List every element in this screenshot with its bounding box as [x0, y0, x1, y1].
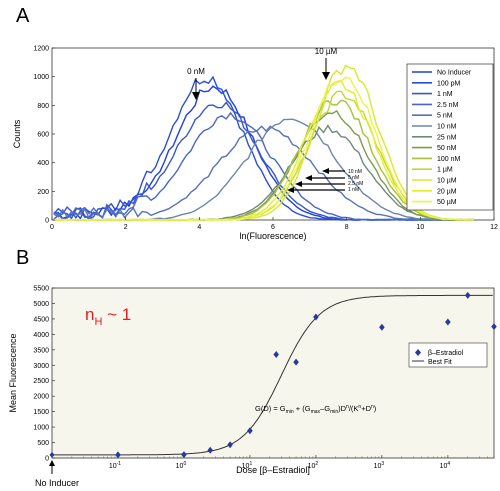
no-inducer-label: No Inducer: [35, 478, 79, 488]
a-legend-label: No Inducer: [437, 70, 472, 77]
panel-b-chart: 0 500 1000 1500 2000 2500 3000 3500 4000 4500 5000…: [8, 286, 497, 488]
a-legend-label: 1 µM: [437, 167, 453, 174]
a-x-tick-label: 0: [50, 224, 54, 231]
inset-label-2-5nm: 2.5 nM: [348, 181, 363, 187]
data-point: [464, 291, 471, 299]
data-point: [379, 323, 385, 331]
a-x-tick-label: 10: [416, 224, 424, 231]
data-point: [491, 323, 497, 331]
b-y-tick-label: 0: [45, 456, 49, 463]
panel-b-ticks: 0 500 1000 1500 2000 2500 3000 3500 4000 4500 5000…: [33, 286, 495, 470]
b-y-tick-label: 1500: [33, 409, 49, 416]
panel-a-label: A: [16, 5, 30, 27]
best-fit-line: [52, 294, 493, 456]
hill-coefficient-annotation: nH ~ 1: [85, 305, 131, 328]
b-y-tick-label: 4000: [33, 332, 49, 339]
b-y-tick-label: 2500: [33, 378, 49, 385]
panel-b-plot-area: [51, 287, 495, 459]
data-point: [247, 427, 253, 435]
a-legend-label: 50 µM: [437, 199, 457, 206]
annotation-0nm-arrow-head: [192, 92, 200, 100]
a-y-tick-label: 1000: [33, 74, 49, 81]
panel-b-legend: [408, 342, 488, 368]
data-point: [445, 318, 451, 326]
b-y-tick-label: 3000: [33, 363, 49, 370]
a-legend-label: 100 nM: [437, 156, 461, 163]
b-x-tick-label: 100: [176, 461, 187, 470]
panel-b-x-axis-label: Dose [β–Estradiol]: [236, 465, 310, 475]
a-legend-label: 1 nM: [437, 91, 453, 98]
b-y-tick-label: 1000: [33, 425, 49, 432]
panel-a-series: [53, 64, 474, 221]
data-point: [207, 446, 214, 454]
a-y-tick-label: 800: [37, 103, 49, 110]
panel-a-y-axis-label: Counts: [12, 119, 22, 148]
a-legend-label: 20 µM: [437, 188, 457, 195]
b-x-tick-label: 103: [374, 461, 385, 470]
data-point-no-inducer: [49, 451, 55, 458]
data-point: [273, 350, 279, 358]
a-y-tick-label: 400: [37, 160, 49, 167]
a-legend-label: 10 µM: [437, 178, 457, 185]
a-legend-label: 2.5 nM: [437, 102, 459, 109]
a-x-tick-label: 6: [271, 224, 275, 231]
a-legend-label: 5 nM: [437, 113, 453, 120]
data-point: [313, 313, 319, 321]
data-point: [293, 358, 299, 366]
b-y-tick-label: 3500: [33, 347, 49, 354]
a-legend-label: 100 pM: [437, 80, 461, 87]
panel-b-points: [49, 291, 497, 459]
a-series-line: [53, 111, 474, 221]
panel-b-y-axis-label: Mean Fluorescence: [8, 333, 18, 412]
inset-label-10nm: 10 nM: [348, 169, 362, 175]
a-x-tick-label: 2: [124, 224, 128, 231]
inset-label-5nm: 5 nM: [348, 175, 359, 181]
a-series-line: [53, 76, 474, 221]
b-x-tick-label: 101: [242, 461, 253, 470]
a-y-tick-label: 200: [37, 189, 49, 196]
a-legend-label: 10 nM: [437, 124, 457, 131]
a-y-tick-label: 600: [37, 132, 49, 139]
annotation-10um-arrow-head: [322, 72, 330, 80]
b-y-tick-label: 500: [37, 440, 49, 447]
b-x-tick-label: 102: [308, 461, 319, 470]
panel-a-x-axis-label: ln(Fluorescence): [239, 231, 306, 241]
model-formula: G(D) = Gmin + (Gmax–Gmin)Dn/(Kn+Dn): [255, 404, 377, 415]
a-y-tick-label: 1200: [33, 46, 49, 53]
a-x-tick-label: 4: [197, 224, 201, 231]
legend-label-best-fit: Best Fit: [428, 359, 452, 366]
legend-marker-estradiol: [415, 349, 421, 356]
data-point: [115, 451, 121, 459]
a-y-tick-label: 0: [45, 218, 49, 225]
a-x-tick-label: 12: [490, 224, 498, 231]
inset-label-1nm: 1 nM: [348, 187, 359, 193]
b-y-tick-label: 5500: [33, 286, 49, 293]
b-y-tick-label: 5000: [33, 301, 49, 308]
b-y-tick-label: 2000: [33, 394, 49, 401]
annotation-0nm: 0 nM: [187, 67, 205, 76]
a-legend-label: 25 nM: [437, 134, 457, 141]
a-x-tick-label: 8: [345, 224, 349, 231]
a-series-line: [53, 125, 474, 221]
b-x-tick-label: 104: [440, 461, 451, 470]
data-point: [227, 441, 233, 449]
b-y-tick-label: 4500: [33, 316, 49, 323]
panel-a-chart: 0 2 4 6 8 10 12 0 200 400 600 800 1000 1200 ln(Fluore…: [12, 46, 498, 242]
legend-label-estradiol: β–Estradiol: [428, 350, 464, 357]
panel-b-label: B: [16, 247, 29, 269]
inset-arrows: [287, 168, 345, 193]
panel-a-legend-entries: No Inducer 100 pM 1 nM 2.5 nM 5 nM 10 nM 25 nM…: [412, 70, 472, 206]
no-inducer-arrow-head: [49, 460, 55, 466]
panel-a-ticks: 0 2 4 6 8 10 12 0 200 400 600 800 1000 1200: [33, 46, 498, 232]
a-legend-label: 50 nM: [437, 145, 457, 152]
b-x-tick-label: 10-1: [109, 461, 121, 470]
annotation-10um: 10 µM: [315, 47, 338, 56]
data-point: [181, 451, 187, 459]
